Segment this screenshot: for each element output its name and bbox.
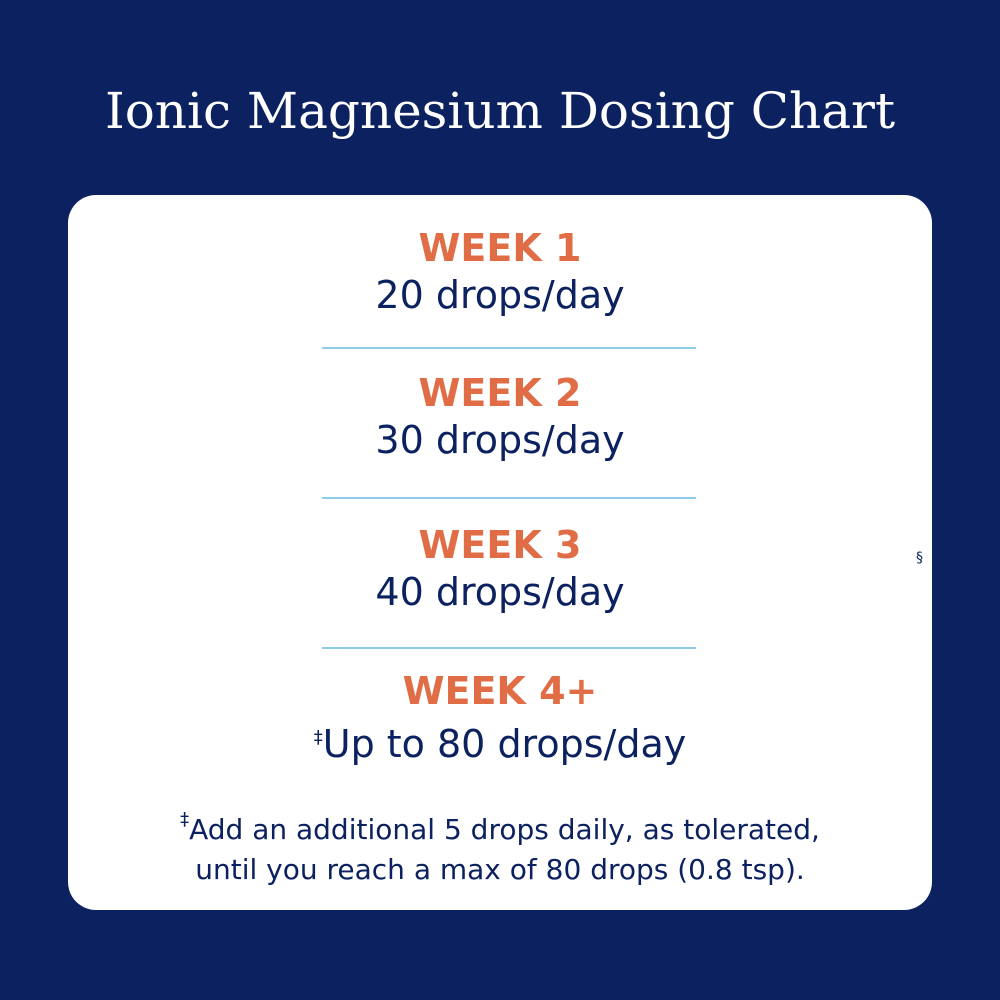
week-label: WEEK 2: [418, 371, 582, 415]
footnote: ‡Add an additional 5 drops daily, as tol…: [68, 800, 932, 890]
footnote-line-2: until you reach a max of 80 drops (0.8 t…: [195, 853, 805, 886]
dose-text: 20 drops/day: [375, 273, 625, 317]
section-mark: §: [916, 550, 923, 566]
double-dagger-marker: ‡: [313, 727, 323, 748]
divider: [322, 647, 696, 649]
divider: [322, 347, 696, 349]
week-label: WEEK 1: [418, 226, 582, 270]
week-2-section: WEEK 2 30 drops/day: [68, 370, 932, 464]
double-dagger-marker: ‡: [180, 809, 190, 830]
week-label: WEEK 4+: [402, 669, 598, 713]
dose-text: 40 drops/day: [375, 570, 625, 614]
dosing-card: WEEK 1 20 drops/day WEEK 2 30 drops/day …: [68, 195, 932, 910]
week-1-section: WEEK 1 20 drops/day: [68, 225, 932, 319]
dose-value: Up to 80 drops/day: [322, 722, 687, 766]
footnote-line-1: ‡Add an additional 5 drops daily, as tol…: [68, 800, 932, 850]
dose-text: 30 drops/day: [375, 418, 625, 462]
page-title: Ionic Magnesium Dosing Chart: [104, 82, 896, 140]
dose-text: ‡Up to 80 drops/day: [68, 714, 932, 768]
week-3-section: WEEK 3 40 drops/day: [68, 522, 932, 616]
divider: [322, 497, 696, 499]
footnote-text: Add an additional 5 drops daily, as tole…: [189, 813, 820, 846]
week-4-section: WEEK 4+ ‡Up to 80 drops/day: [68, 668, 932, 768]
week-label: WEEK 3: [418, 523, 582, 567]
